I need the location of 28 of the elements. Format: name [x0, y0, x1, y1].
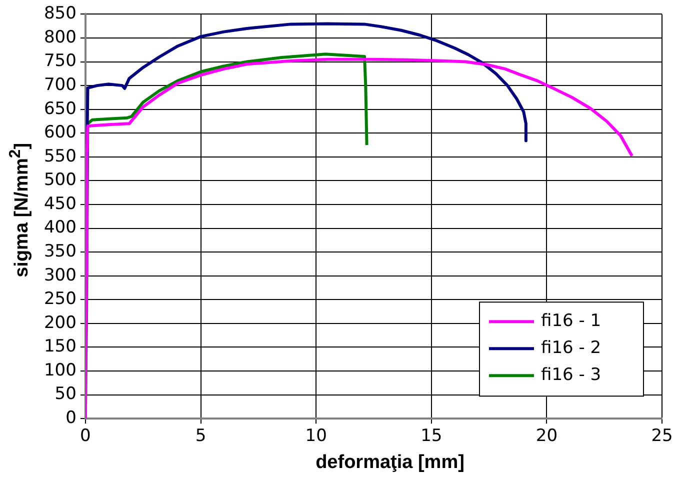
y-tick-label: 350: [44, 242, 76, 262]
y-tick-label: 400: [44, 218, 76, 238]
y-tick-label: 0: [66, 408, 76, 428]
y-tick-label: 600: [44, 122, 76, 143]
y-tick-label: 750: [44, 51, 76, 72]
x-axis-title: deformaţia [mm]: [314, 452, 466, 474]
y-tick-label: 50: [54, 384, 76, 404]
y-tick-label: 500: [44, 170, 76, 190]
y-tick-label: 300: [44, 265, 76, 286]
y-tick-label: 250: [44, 289, 76, 310]
y-tick-label: 550: [44, 146, 76, 166]
x-tick-label: 10: [305, 426, 327, 446]
x-tick-label: 25: [651, 426, 673, 446]
y-tick-label: 650: [44, 98, 76, 119]
legend-label: fi16 - 2: [541, 338, 602, 358]
y-tick-label: 800: [44, 27, 76, 48]
y-tick-label: 850: [44, 4, 76, 24]
y-tick-label: 200: [44, 312, 76, 333]
x-tick-label: 5: [195, 426, 206, 446]
legend-label: fi16 - 1: [541, 311, 602, 332]
x-tick-label: 15: [420, 426, 442, 446]
y-tick-label: 150: [44, 336, 76, 357]
legend-label: fi16 - 3: [541, 365, 602, 386]
y-tick-label: 700: [44, 74, 76, 95]
y-tick-label: 450: [44, 194, 76, 214]
x-tick-label: 0: [80, 426, 91, 446]
x-tick-label: 20: [536, 426, 558, 446]
y-tick-label: 100: [44, 360, 76, 380]
